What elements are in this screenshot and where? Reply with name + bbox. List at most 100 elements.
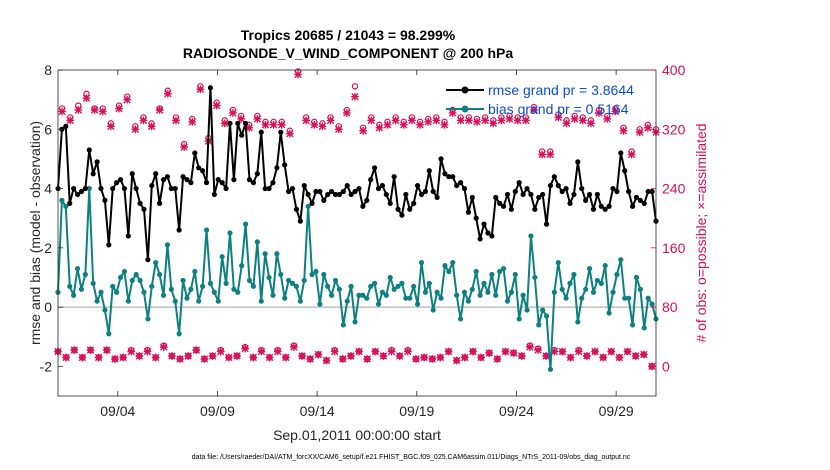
rmse-point bbox=[438, 156, 444, 162]
obs-assimilated-marker bbox=[338, 355, 347, 363]
obs-assimilated-marker bbox=[436, 353, 445, 362]
bias-point bbox=[59, 197, 65, 203]
bias-point bbox=[473, 268, 479, 275]
obs-assimilated-marker bbox=[257, 347, 266, 356]
bias-point bbox=[461, 289, 468, 295]
rmse-point bbox=[258, 129, 264, 135]
obs-assimilated-marker bbox=[310, 120, 319, 129]
bias-point bbox=[78, 286, 85, 292]
rmse-point bbox=[360, 203, 366, 209]
rmse-point bbox=[340, 188, 346, 195]
rmse-point bbox=[129, 171, 135, 177]
x-tick-label: 09/04 bbox=[100, 403, 135, 419]
obs-assimilated-marker bbox=[460, 353, 469, 362]
y-left-tick-label: 2 bbox=[44, 240, 52, 256]
obs-assimilated-marker bbox=[172, 116, 180, 125]
bias-point bbox=[106, 331, 112, 337]
obs-assimilated-marker bbox=[147, 122, 156, 131]
rmse-point bbox=[137, 200, 143, 206]
bias-point bbox=[563, 295, 569, 301]
obs-assimilated-marker bbox=[127, 347, 136, 356]
bias-point bbox=[98, 289, 104, 295]
rmse-point bbox=[86, 147, 92, 153]
bias-point bbox=[516, 316, 522, 322]
x-tick-label: 09/24 bbox=[499, 403, 534, 419]
bias-point bbox=[477, 292, 483, 298]
bias-point bbox=[86, 185, 92, 192]
obs-assimilated-marker bbox=[273, 347, 282, 356]
obs-assimilated-marker bbox=[249, 353, 258, 362]
rmse-point bbox=[196, 165, 202, 171]
rmse-point bbox=[418, 191, 425, 198]
rmse-point bbox=[325, 191, 331, 198]
bias-point bbox=[305, 203, 311, 209]
y-left-tick-label: -2 bbox=[40, 358, 53, 374]
bias-point bbox=[149, 283, 155, 289]
rmse-point bbox=[434, 194, 440, 201]
rmse-point bbox=[477, 236, 483, 242]
legend-rmse-marker bbox=[461, 86, 469, 94]
obs-assimilated-marker bbox=[78, 353, 87, 362]
obs-assimilated-marker bbox=[176, 355, 184, 363]
obs-assimilated-marker bbox=[505, 115, 514, 123]
obs-assimilated-marker bbox=[570, 115, 579, 123]
rmse-point bbox=[246, 177, 253, 183]
bias-point bbox=[188, 286, 194, 292]
rmse-point bbox=[579, 185, 585, 192]
obs-assimilated-marker bbox=[371, 347, 380, 356]
obs-assimilated-marker bbox=[493, 355, 502, 363]
bias-point bbox=[203, 227, 210, 233]
rmse-point bbox=[305, 191, 311, 198]
bias-point bbox=[270, 292, 276, 298]
bias-point bbox=[454, 292, 460, 298]
bias-point bbox=[364, 295, 370, 301]
bias-point bbox=[258, 298, 264, 304]
bias-point bbox=[504, 298, 511, 304]
rmse-point bbox=[504, 191, 511, 198]
obs-assimilated-marker bbox=[497, 116, 506, 125]
bias-point bbox=[215, 298, 221, 304]
bias-point bbox=[645, 295, 651, 301]
obs-assimilated-marker bbox=[229, 109, 237, 117]
obs-assimilated-marker bbox=[208, 352, 217, 360]
obs-assimilated-marker bbox=[623, 347, 632, 356]
rmse-point bbox=[430, 188, 436, 195]
rmse-point bbox=[500, 203, 507, 209]
rmse-point bbox=[262, 185, 268, 192]
rmse-point bbox=[176, 227, 182, 233]
bias-point bbox=[414, 301, 421, 307]
rmse-point bbox=[489, 233, 495, 239]
obs-assimilated-marker bbox=[290, 343, 298, 351]
bias-point bbox=[235, 289, 241, 295]
rmse-point bbox=[114, 180, 120, 186]
bias-point bbox=[590, 289, 597, 295]
rmse-point bbox=[481, 221, 487, 227]
bias-point bbox=[610, 289, 616, 295]
rmse-point bbox=[106, 242, 112, 248]
obs-assimilated-marker bbox=[123, 95, 131, 104]
bias-point bbox=[117, 274, 124, 281]
rmse-point bbox=[274, 165, 280, 171]
obs-assimilated-marker bbox=[135, 352, 144, 360]
bias-point bbox=[551, 289, 557, 295]
rmse-point bbox=[172, 185, 178, 192]
bias-point bbox=[407, 295, 413, 301]
obs-assimilated-marker bbox=[395, 352, 404, 360]
rmse-point bbox=[293, 206, 300, 212]
obs-assimilated-marker bbox=[391, 116, 400, 125]
rmse-point bbox=[551, 174, 557, 180]
bias-point bbox=[418, 260, 425, 266]
rmse-point bbox=[586, 191, 593, 198]
rmse-point bbox=[250, 180, 257, 186]
bias-point bbox=[438, 295, 444, 301]
bias-point bbox=[325, 283, 331, 289]
obs-assimilated-marker bbox=[456, 116, 465, 125]
obs-assimilated-marker bbox=[428, 355, 437, 363]
obs-assimilated-marker bbox=[538, 150, 546, 159]
rmse-point bbox=[223, 185, 229, 192]
rmse-point bbox=[485, 230, 491, 236]
obs-assimilated-marker bbox=[188, 118, 197, 126]
bias-point bbox=[293, 283, 300, 289]
